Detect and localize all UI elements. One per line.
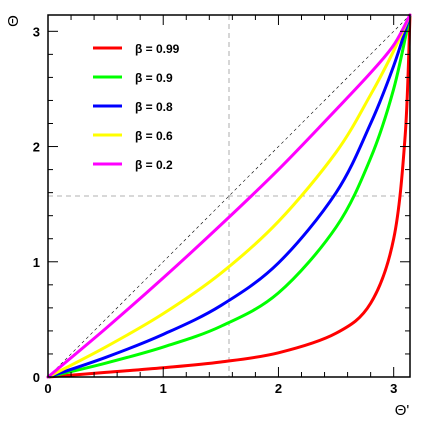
legend-entry-label: β = 0.6	[135, 129, 173, 143]
axes-layer: 0 1 2 3 0 1 2 3 Θ' Θ	[5, 14, 411, 419]
x-tick-label: 3	[390, 381, 397, 396]
series-line-beta-0-99	[46, 13, 412, 379]
y-tick-label: 3	[33, 24, 40, 39]
series-line-beta-0-2	[46, 13, 412, 379]
x-tick-label: 2	[275, 381, 282, 396]
legend-entry-label: β = 0.99	[135, 42, 180, 56]
series-line-beta-0-6	[46, 13, 412, 379]
y-tick-label: 1	[33, 255, 40, 270]
legend: β = 0.99 β = 0.9 β = 0.8 β = 0.6 β = 0.2	[93, 42, 180, 172]
y-tick-label: 0	[33, 370, 40, 385]
series-line-beta-0-9	[46, 13, 412, 379]
legend-entry-label: β = 0.9	[135, 71, 173, 85]
x-tick-label: 1	[160, 381, 167, 396]
plot-frame	[47, 14, 411, 378]
x-axis-label: Θ'	[395, 402, 410, 419]
y-tick-label: 2	[33, 140, 40, 155]
reference-lines-layer	[47, 14, 411, 378]
series-line-beta-0-8	[46, 13, 412, 379]
legend-entry-label: β = 0.8	[135, 100, 173, 114]
y-axis-label: Θ	[5, 15, 22, 27]
series-layer	[46, 13, 412, 379]
diagonal-reference-line	[47, 14, 411, 378]
x-tick-label: 0	[44, 381, 51, 396]
legend-entry-label: β = 0.2	[135, 158, 173, 172]
